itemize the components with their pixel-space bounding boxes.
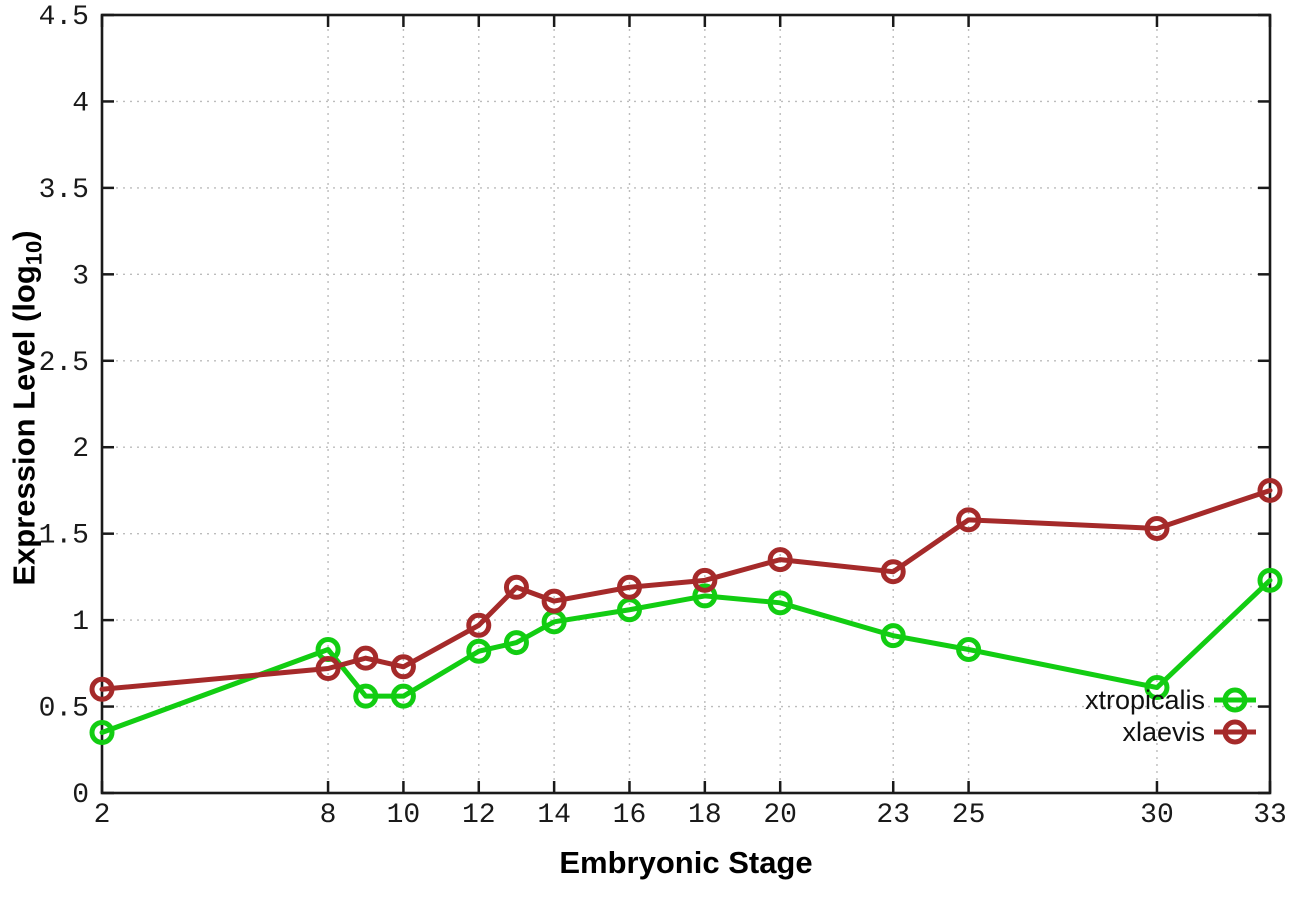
x-tick-label-30: 30	[1140, 800, 1174, 831]
data-point-xtropicalis-12	[466, 638, 492, 664]
data-point-xlaevis-10	[390, 654, 416, 680]
data-point-xtropicalis-13	[503, 630, 529, 656]
y-axis-title-text: Expression Level (log	[6, 265, 42, 586]
x-tick-label-10: 10	[387, 800, 421, 831]
data-point-xlaevis-2	[89, 676, 115, 702]
x-tick-label-18: 18	[688, 800, 722, 831]
x-tick-label-23: 23	[876, 800, 910, 831]
data-point-xlaevis-16	[616, 574, 642, 600]
data-point-xtropicalis-25	[956, 637, 982, 663]
data-point-xtropicalis-33	[1257, 567, 1283, 593]
data-point-xtropicalis-23	[880, 623, 906, 649]
legend-label-xtropicalis: xtropicalis	[1084, 684, 1205, 715]
data-point-xlaevis-20	[767, 547, 793, 573]
x-tick-label-20: 20	[763, 800, 797, 831]
x-tick-label-8: 8	[320, 800, 337, 831]
data-point-xlaevis-18	[692, 567, 718, 593]
y-axis-title-suffix: )	[6, 230, 42, 241]
legend-sample-line-icon	[1214, 687, 1256, 713]
data-point-xtropicalis-30	[1144, 675, 1170, 701]
series-line-xlaevis	[99, 487, 1273, 692]
x-tick-label-25: 25	[952, 800, 986, 831]
data-point-xtropicalis-10	[390, 683, 416, 709]
data-point-xlaevis-25	[956, 507, 982, 533]
data-point-xlaevis-8	[315, 656, 341, 682]
x-axis-title: Embryonic Stage	[559, 845, 813, 880]
x-tick-label-16: 16	[613, 800, 647, 831]
data-point-xtropicalis-18	[692, 583, 718, 609]
y-tick-label-2.5: 2.5	[39, 348, 89, 379]
plot-frame	[100, 13, 1272, 795]
y-tick-label-3: 3	[72, 261, 89, 292]
y-axis-title: Expression Level (log10)	[7, 230, 48, 585]
y-tick-label-4: 4	[72, 88, 89, 119]
y-tick-label-4.5: 4.5	[39, 2, 89, 33]
legend-row-xtropicalis: xtropicalis	[1085, 684, 1256, 716]
x-tick-label-14: 14	[537, 800, 571, 831]
legend: xtropicalis xlaevis	[1085, 684, 1256, 748]
data-point-xlaevis-23	[880, 559, 906, 585]
x-tick-label-12: 12	[462, 800, 496, 831]
data-point-xtropicalis-20	[767, 590, 793, 616]
x-tick-label-2: 2	[94, 800, 111, 831]
data-point-xtropicalis-2	[89, 719, 115, 745]
data-point-xtropicalis-9	[353, 683, 379, 709]
legend-label-xlaevis: xlaevis	[1122, 716, 1205, 747]
data-point-xlaevis-33	[1257, 477, 1283, 503]
y-tick-label-1: 1	[72, 607, 89, 638]
y-tick-label-0.5: 0.5	[39, 694, 89, 725]
y-tick-label-3.5: 3.5	[39, 175, 89, 206]
series-line-xtropicalis	[99, 577, 1273, 735]
data-point-xlaevis-14	[541, 588, 567, 614]
data-point-xlaevis-30	[1144, 515, 1170, 541]
y-tick-label-0: 0	[72, 780, 89, 811]
legend-sample-line-icon	[1214, 719, 1256, 745]
data-point-xlaevis-13	[503, 574, 529, 600]
y-tick-label-2: 2	[72, 434, 89, 465]
y-tick-label-1.5: 1.5	[39, 521, 89, 552]
legend-row-xlaevis: xlaevis	[1085, 716, 1256, 748]
x-tick-label-33: 33	[1253, 800, 1287, 831]
data-point-xlaevis-9	[353, 645, 379, 671]
data-point-xlaevis-12	[466, 612, 492, 638]
y-axis-title-subscript: 10	[21, 240, 47, 266]
